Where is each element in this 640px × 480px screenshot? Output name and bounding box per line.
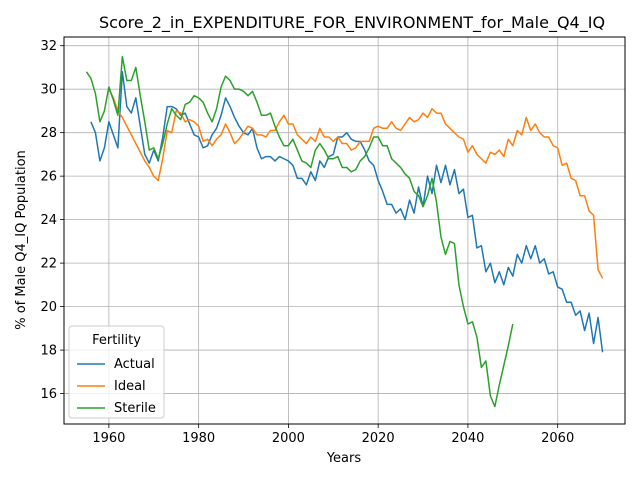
legend-box <box>68 325 165 419</box>
series-line-ideal <box>108 88 604 279</box>
y-tick-label: 20 <box>40 300 57 315</box>
y-tick-label: 18 <box>40 344 57 359</box>
x-tick-label: 1960 <box>92 431 125 446</box>
y-tick-label: 32 <box>40 39 57 54</box>
legend: Fertility Actual Ideal Sterile <box>68 325 165 419</box>
series-line-actual <box>90 71 604 353</box>
x-tick-label: 2020 <box>362 431 395 446</box>
legend-label-ideal: Ideal <box>114 379 146 394</box>
x-tick-label: 2000 <box>272 431 305 446</box>
legend-label-actual: Actual <box>114 357 155 372</box>
y-axis-label: % of Male Q4_IQ Population <box>14 150 29 330</box>
series-line-sterile <box>85 55 514 408</box>
y-tick-label: 24 <box>40 213 57 228</box>
y-tick-label: 26 <box>40 170 57 185</box>
x-axis-label: Years <box>326 451 362 466</box>
legend-label-sterile: Sterile <box>114 401 156 416</box>
legend-title: Fertility <box>92 333 141 348</box>
x-tick-label: 2060 <box>541 431 574 446</box>
x-tick-label: 2040 <box>451 431 484 446</box>
chart-title: Score_2_in_EXPENDITURE_FOR_ENVIRONMENT_f… <box>99 13 605 33</box>
y-tick-label: 30 <box>40 83 57 98</box>
x-tick-label: 1980 <box>182 431 215 446</box>
y-tick-label: 16 <box>40 387 57 402</box>
ticks: 1960 1980 2000 2020 2040 2060 16 18 20 22 24 26 28 30… <box>40 39 574 446</box>
series-layer <box>85 55 604 408</box>
y-tick-label: 22 <box>40 257 57 272</box>
y-tick-label: 28 <box>40 126 57 141</box>
plot-frame <box>63 36 626 425</box>
